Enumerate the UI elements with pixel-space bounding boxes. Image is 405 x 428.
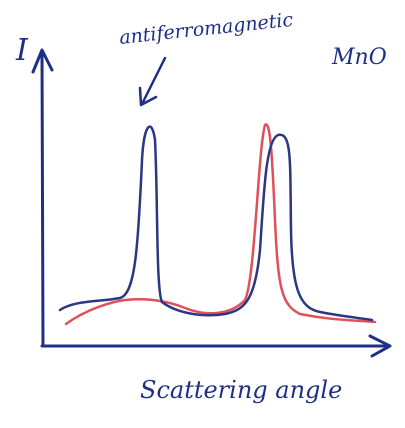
y-axis xyxy=(42,52,43,346)
x-axis-label: Scattering angle xyxy=(140,376,342,404)
sketch: I antiferromagnetic MnO Scattering angle xyxy=(0,0,405,428)
y-axis-label: I xyxy=(15,33,29,68)
material-label: MnO xyxy=(331,45,387,70)
